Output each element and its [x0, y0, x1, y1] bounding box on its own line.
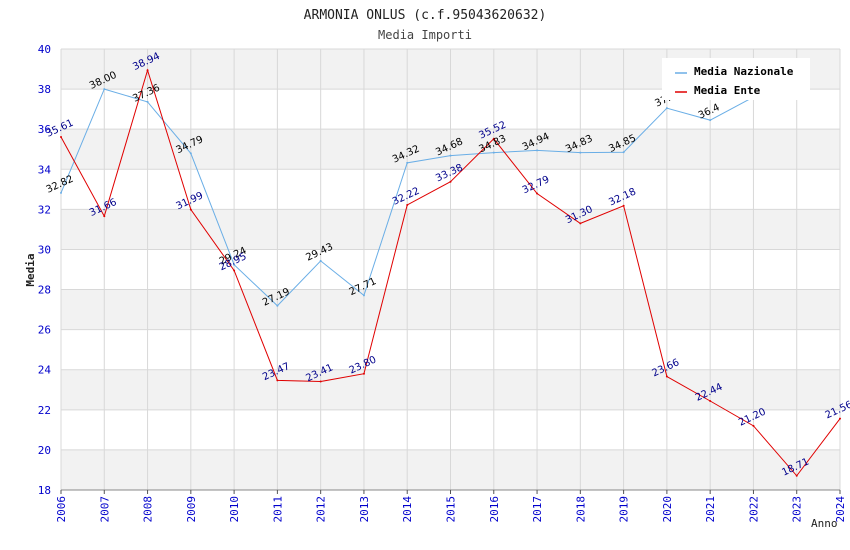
data-point-media-ente	[406, 203, 409, 206]
x-tick-label: 2013	[358, 496, 371, 523]
data-point-media-ente	[536, 192, 539, 195]
x-tick-label: 2022	[747, 496, 760, 523]
x-tick-label: 2009	[185, 496, 198, 523]
y-tick-label: 28	[38, 284, 51, 297]
x-tick-label: 2011	[271, 496, 284, 523]
data-point-media-ente	[492, 137, 495, 140]
y-tick-label: 24	[38, 364, 52, 377]
y-tick-label: 30	[38, 243, 51, 256]
series-layer	[60, 68, 841, 477]
x-tick-label: 2023	[791, 496, 804, 523]
x-tick-label: 2015	[445, 496, 458, 523]
legend-box	[662, 58, 810, 100]
data-point-media-ente	[709, 399, 712, 402]
y-tick-label: 20	[38, 444, 51, 457]
data-point-media-ente	[752, 424, 755, 427]
grid-lines	[60, 48, 841, 491]
x-tick-label: 2010	[228, 496, 241, 523]
y-tick-label: 36	[38, 123, 51, 136]
data-point-media-ente	[319, 380, 322, 383]
data-point-media-nazionale	[276, 304, 279, 307]
x-tick-label: 2006	[55, 496, 68, 523]
data-point-media-nazionale	[406, 161, 409, 164]
data-point-media-ente	[103, 215, 106, 218]
legend-label-media-ente: Media Ente	[694, 84, 761, 97]
chart-title: ARMONIA ONLUS (c.f.95043620632)	[304, 8, 547, 23]
x-tick-label: 2020	[661, 496, 674, 523]
x-tick-label: 2016	[488, 496, 501, 523]
x-tick-label: 2017	[531, 496, 544, 523]
y-tick-label: 22	[38, 404, 51, 417]
data-point-media-ente	[665, 375, 668, 378]
x-tick-label: 2021	[704, 496, 717, 523]
chart-subtitle: Media Importi	[378, 28, 472, 42]
data-point-media-ente	[189, 208, 192, 211]
data-point-media-nazionale	[146, 100, 149, 103]
data-point-media-nazionale	[622, 151, 625, 154]
data-point-media-nazionale	[665, 107, 668, 110]
x-tick-label: 2024	[834, 496, 847, 523]
y-tick-label: 32	[38, 203, 51, 216]
y-tick-label: 18	[38, 484, 51, 497]
data-labels-layer: 32.8238.0037.3634.7929.2427.1929.4327.71…	[45, 51, 850, 479]
y-axis-title: Media	[24, 253, 37, 286]
data-point-media-ente	[276, 379, 279, 382]
data-point-media-ente	[233, 269, 236, 272]
x-tick-label: 2014	[401, 496, 414, 523]
data-point-media-nazionale	[319, 259, 322, 262]
data-label-media-ente: 32.22	[391, 186, 422, 208]
data-point-media-ente	[146, 69, 149, 72]
data-point-media-nazionale	[709, 119, 712, 122]
data-point-media-ente	[449, 180, 452, 183]
legend-label-media-nazionale: Media Nazionale	[694, 65, 794, 78]
y-tick-label: 40	[38, 43, 51, 56]
data-point-media-nazionale	[60, 191, 62, 194]
y-axis-ticks: 18 20 22 24 26 28 30 32 34 36 38 40	[38, 43, 52, 497]
data-point-media-ente	[622, 204, 625, 207]
data-point-media-nazionale	[492, 151, 495, 154]
data-point-media-nazionale	[189, 152, 192, 155]
data-label-media-nazionale: 36.4	[697, 102, 722, 121]
x-tick-label: 2018	[574, 496, 587, 523]
data-point-media-ente	[579, 222, 582, 225]
x-tick-label: 2008	[142, 496, 155, 523]
data-point-media-ente	[60, 135, 62, 138]
data-point-media-nazionale	[362, 294, 365, 297]
data-point-media-ente	[795, 474, 798, 477]
data-label-media-ente: 32.18	[607, 186, 638, 208]
y-tick-label: 34	[38, 163, 52, 176]
x-tick-label: 2007	[98, 496, 111, 523]
y-tick-label: 38	[38, 83, 51, 96]
data-label-media-nazionale: 32.82	[45, 174, 76, 196]
x-tick-label: 2019	[618, 496, 631, 523]
data-point-media-nazionale	[233, 263, 236, 266]
x-tick-label: 2012	[315, 496, 328, 523]
legend: Media Nazionale Media Ente	[662, 58, 810, 100]
data-point-media-ente	[839, 417, 841, 420]
data-point-media-nazionale	[103, 88, 106, 91]
x-axis-title: Anno	[811, 517, 838, 530]
data-point-media-nazionale	[536, 149, 539, 152]
x-axis-ticks: 2006 2007 2008 2009 2010 2011 2012 2013 2014 2015…	[55, 490, 847, 523]
data-point-media-nazionale	[579, 151, 582, 154]
data-point-media-ente	[362, 372, 365, 375]
y-tick-label: 26	[38, 324, 51, 337]
data-point-media-nazionale	[449, 154, 452, 157]
